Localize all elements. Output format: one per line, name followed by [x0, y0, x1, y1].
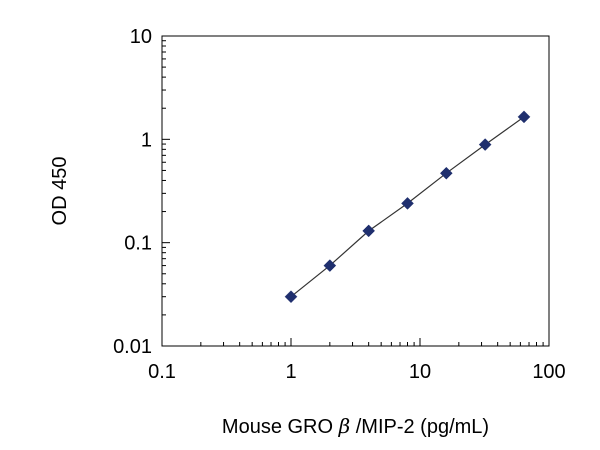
data-point-marker [517, 110, 531, 124]
data-point-marker [323, 259, 337, 272]
x-tick-label: 10 [409, 361, 431, 383]
y-tick-label: 0.01 [113, 336, 152, 358]
x-axis-title: Mouse GRO β /MIP-2 (pg/mL) [222, 414, 489, 438]
x-tick-label: 100 [532, 361, 565, 383]
axes: 0.1 1 10 100 0.01 0.1 1 10 [113, 26, 566, 383]
x-axis-title-part-2: /MIP-2 (pg/mL) [350, 416, 489, 438]
data-point-marker [478, 138, 492, 151]
data-series [284, 110, 531, 304]
plot-frame [161, 35, 550, 347]
x-tick-label: 1 [285, 361, 296, 383]
y-tick-label: 10 [130, 26, 152, 48]
y-tick-label: 1 [141, 129, 152, 151]
x-axis-title-beta: β [338, 414, 351, 438]
data-point-marker [284, 290, 298, 304]
y-tick-label: 0.1 [124, 233, 152, 255]
data-point-marker [362, 224, 376, 238]
y-axis-title: OD 450 [49, 157, 71, 226]
x-tick-label: 0.1 [148, 361, 176, 383]
x-axis-title-part-1: Mouse GRO [222, 416, 339, 438]
data-point-marker [401, 197, 414, 210]
data-point-marker [439, 166, 453, 180]
plot-area [161, 35, 550, 347]
